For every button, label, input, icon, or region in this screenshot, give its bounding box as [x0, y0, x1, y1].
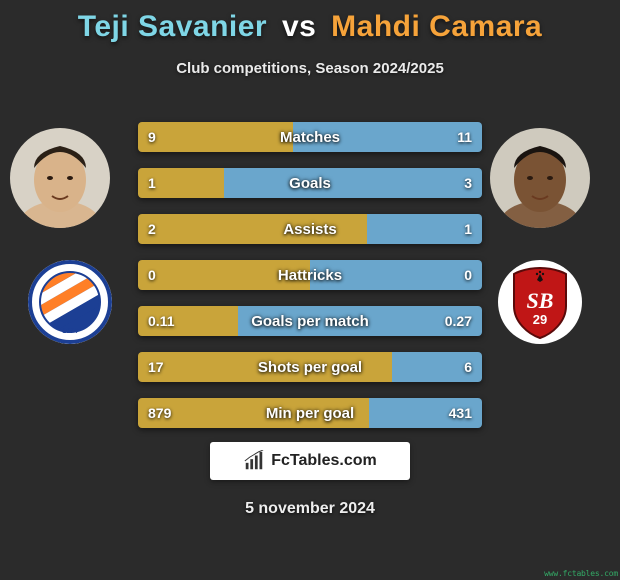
stat-bar-right: [293, 122, 482, 152]
svg-text:SB: SB: [527, 288, 554, 313]
comparison-bars: Matches911 Goals13 Assists21 Hattricks00 Goa…: [138, 122, 482, 444]
player2-club-badge: SB 29: [498, 260, 582, 344]
footer-link: www.fctables.com: [544, 569, 618, 578]
date-text: 5 november 2024: [0, 500, 620, 518]
title-player1: Teji Savanier: [78, 10, 267, 43]
stat-bar-left: [138, 306, 238, 336]
player1-avatar: [10, 128, 110, 228]
svg-text:29: 29: [533, 312, 547, 327]
stat-bar-left: [138, 214, 367, 244]
stat-bar-right: [310, 260, 482, 290]
title-player2: Mahdi Camara: [331, 10, 542, 43]
content: Teji Savanier vs Mahdi Camara Club compe…: [0, 0, 620, 580]
stat-bar-right: [367, 214, 482, 244]
player2-avatar: [490, 128, 590, 228]
stat-bar-left: [138, 398, 369, 428]
svg-text:1974: 1974: [62, 328, 78, 335]
stat-bar-right: [392, 352, 482, 382]
stat-bar-right: [224, 168, 482, 198]
stat-bar-right: [369, 398, 482, 428]
stat-row: Matches911: [138, 122, 482, 152]
stat-bar-left: [138, 168, 224, 198]
stat-row: Goals13: [138, 168, 482, 198]
page-title: Teji Savanier vs Mahdi Camara: [0, 0, 620, 44]
brand-chart-icon: [243, 450, 265, 472]
stat-bar-left: [138, 122, 293, 152]
stat-row: Hattricks00: [138, 260, 482, 290]
player1-club-badge: 1974: [28, 260, 112, 344]
stat-bar-left: [138, 260, 310, 290]
stat-row: Goals per match0.110.27: [138, 306, 482, 336]
subtitle: Club competitions, Season 2024/2025: [0, 60, 620, 77]
stat-row: Shots per goal176: [138, 352, 482, 382]
stat-row: Assists21: [138, 214, 482, 244]
stat-bar-left: [138, 352, 392, 382]
title-vs: vs: [282, 10, 316, 43]
stat-bar-right: [238, 306, 482, 336]
stat-row: Min per goal879431: [138, 398, 482, 428]
brand-box: FcTables.com: [210, 442, 410, 480]
brand-text: FcTables.com: [271, 452, 377, 470]
